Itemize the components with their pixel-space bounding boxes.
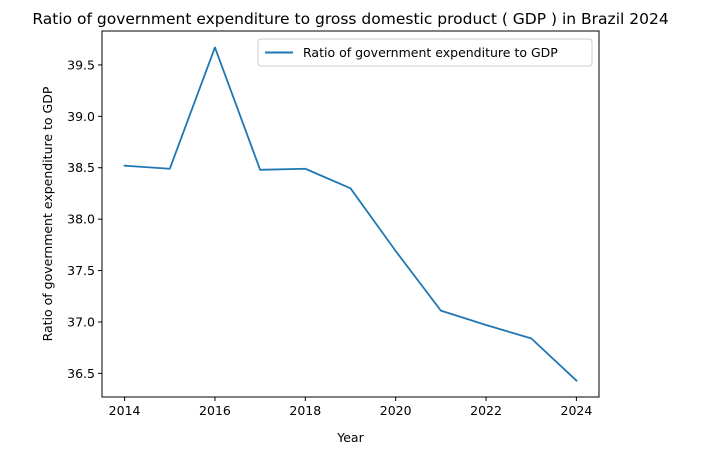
legend-box bbox=[257, 38, 593, 67]
x-tick-label: 2014 bbox=[109, 403, 141, 418]
y-tick-label: 37.5 bbox=[67, 263, 95, 278]
legend-label: Ratio of government expenditure to GDP bbox=[303, 45, 558, 60]
x-tick-label: 2018 bbox=[289, 403, 321, 418]
y-axis-label: Ratio of government expenditure to GDP bbox=[40, 86, 55, 341]
y-tick-label: 39.5 bbox=[67, 57, 95, 72]
y-axis-ticks: 36.5 37.0 37.5 38.0 38.5 39.0 39.5 bbox=[67, 57, 102, 381]
x-tick-label: 2022 bbox=[470, 403, 502, 418]
y-tick-label: 38.5 bbox=[67, 160, 95, 175]
x-tick-label: 2020 bbox=[380, 403, 412, 418]
y-tick-label: 36.5 bbox=[67, 366, 95, 381]
legend: Ratio of government expenditure to GDP bbox=[257, 38, 593, 67]
plot-frame bbox=[101, 30, 600, 398]
y-tick-label: 37.0 bbox=[67, 314, 95, 329]
plot-area bbox=[102, 31, 599, 397]
series-group bbox=[123, 46, 578, 382]
x-axis-ticks: 2014 2016 2018 2020 2022 2024 bbox=[109, 397, 593, 418]
series-line bbox=[123, 46, 578, 382]
x-tick-label: 2024 bbox=[561, 403, 593, 418]
y-tick-label: 38.0 bbox=[67, 212, 95, 227]
chart-title: Ratio of government expenditure to gross… bbox=[32, 10, 668, 28]
y-tick-label: 39.0 bbox=[67, 109, 95, 124]
x-tick-label: 2016 bbox=[199, 403, 231, 418]
x-axis-label: Year bbox=[336, 430, 364, 445]
